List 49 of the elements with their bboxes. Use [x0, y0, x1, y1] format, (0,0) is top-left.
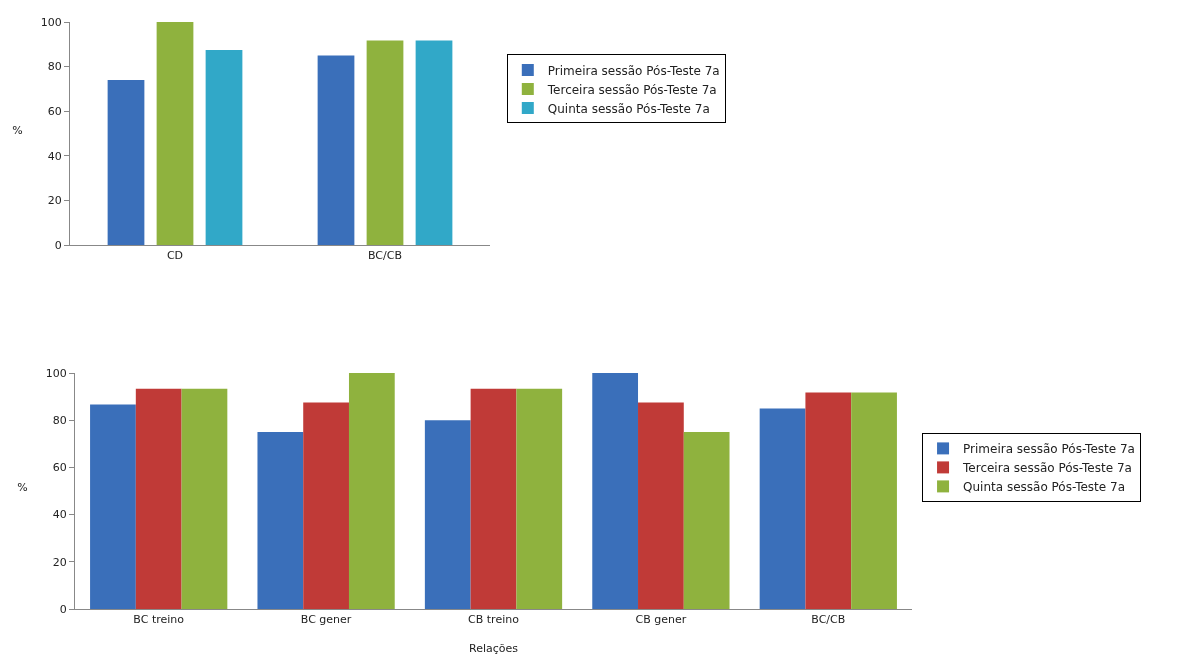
- x-tick-label: BC treino: [133, 613, 185, 627]
- bar: [638, 402, 684, 609]
- x-tick-label: CB gener: [635, 613, 687, 627]
- legend-label: Primeira sessão Pós-Teste 7a: [963, 442, 1135, 457]
- x-tick-label: BC/CB: [368, 249, 402, 263]
- legend-label: Quinta sessão Pós-Teste 7a: [547, 101, 710, 116]
- y-tick-label: 60: [47, 105, 62, 119]
- x-tick-label: BC/CB: [811, 613, 846, 627]
- x-tick-label: CB treino: [468, 613, 520, 627]
- bar: [135, 388, 182, 609]
- bar: [348, 373, 395, 609]
- y-tick-label: 100: [45, 366, 67, 380]
- bar: [415, 40, 453, 245]
- y-tick-label: 0: [54, 238, 62, 252]
- legend-label: Terceira sessão Pós-Teste 7a: [546, 82, 717, 97]
- x-tick-label: CD: [166, 249, 184, 263]
- bar: [592, 373, 639, 609]
- bar: [366, 40, 404, 245]
- bar: [683, 432, 730, 609]
- y-tick-label: 40: [52, 508, 67, 522]
- y-axis-title: %: [17, 481, 28, 494]
- bar: [317, 55, 355, 245]
- bar: [516, 388, 563, 609]
- bar: [470, 388, 517, 609]
- y-tick-label: 20: [52, 555, 67, 569]
- bar: [205, 49, 243, 245]
- bar: [805, 392, 852, 609]
- x-tick-label: BC gener: [300, 613, 352, 627]
- y-tick-label: 0: [59, 602, 67, 616]
- y-tick-label: 80: [47, 60, 62, 74]
- bar: [107, 79, 145, 245]
- bar: [303, 402, 349, 609]
- bar: [257, 432, 304, 609]
- y-tick-label: 20: [47, 194, 62, 208]
- y-tick-label: 40: [47, 149, 62, 163]
- legend-label: Quinta sessão Pós-Teste 7a: [963, 480, 1126, 495]
- y-tick-label: 80: [52, 414, 67, 428]
- x-axis-title: Relações: [469, 642, 519, 655]
- bar: [181, 388, 228, 609]
- bar: [851, 392, 897, 609]
- y-tick-label: 100: [40, 15, 62, 29]
- bar: [156, 22, 194, 245]
- bar: [759, 408, 806, 609]
- legend-label: Terceira sessão Pós-Teste 7a: [962, 461, 1132, 476]
- y-axis-title: %: [12, 123, 23, 137]
- legend-label: Primeira sessão Pós-Teste 7a: [547, 63, 720, 78]
- bar: [90, 404, 136, 609]
- y-tick-label: 60: [52, 461, 67, 475]
- bar: [424, 420, 471, 609]
